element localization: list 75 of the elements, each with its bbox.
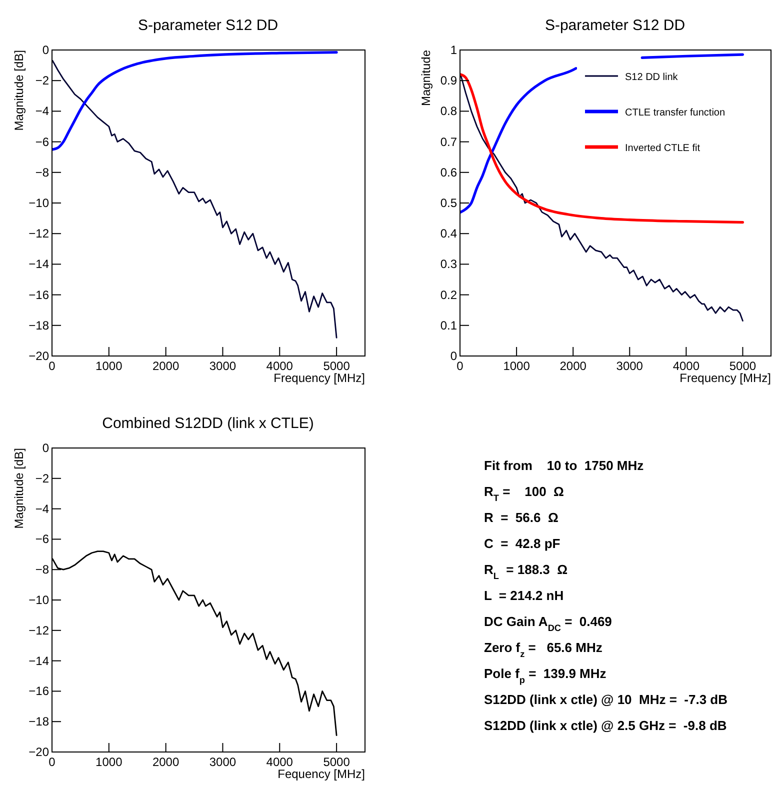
y-tick-label: −2 [35, 471, 50, 486]
text: Pole f$_{p}$ = 139.9 MHz [484, 666, 607, 685]
x-tick-label: 2000 [152, 359, 180, 373]
chart-title: Combined S12DD (link x CTLE) [102, 415, 314, 432]
y-tick-label: 0.3 [440, 257, 458, 272]
y-axis-title: Magnitude [419, 50, 433, 106]
y-tick-label: −16 [28, 288, 50, 302]
y-tick-label: 0.7 [440, 134, 458, 149]
x-tick-label: 1000 [96, 359, 123, 373]
y-tick-label: −8 [35, 562, 50, 577]
y-tick-label: −8 [35, 165, 50, 180]
x-tick-label: 2000 [560, 359, 587, 373]
text: S12DD (link x ctle) @ 10 MHz = -7.3 dB [484, 692, 728, 707]
y-tick-label: −20 [28, 349, 50, 363]
y-tick-label: −10 [28, 593, 50, 607]
y-tick-label: −6 [35, 134, 50, 149]
x-tick-label: 4000 [672, 359, 700, 373]
y-tick-label: −2 [35, 74, 50, 88]
y-tick-label: 0.1 [440, 318, 458, 332]
y-tick-label: 0 [42, 441, 50, 455]
text: R$_{T}$ = 100 Ω [484, 484, 564, 503]
text: S12DD (link x ctle) @ 2.5 GHz = -9.8 dB [484, 718, 727, 733]
y-tick-label: 0.6 [440, 165, 458, 180]
chart-title: S-parameter S12 DD [138, 17, 278, 34]
legend-label: S12 DD link [625, 72, 679, 83]
text: L = 214.2 nH [484, 588, 564, 603]
y-tick-label: 0 [450, 349, 458, 363]
chart-title: S-parameter S12 DD [544, 17, 686, 34]
y-tick-label: −14 [28, 654, 50, 668]
y-tick-label: −4 [35, 104, 50, 118]
x-tick-label: 5000 [323, 755, 350, 769]
y-tick-label: 0.5 [440, 196, 458, 210]
text: Zero f$_{z}$ = 65.6 MHz [484, 640, 603, 659]
x-tick-label: 5000 [323, 359, 350, 373]
x-axis-title: Fequency [MHz] [278, 767, 365, 781]
y-tick-label: −12 [28, 623, 50, 638]
y-tick-label: 0.8 [440, 104, 458, 118]
line-series [460, 73, 744, 224]
x-axis-title: Frequency [MHz] [680, 371, 771, 385]
line-series [460, 74, 744, 322]
y-tick-label: 0.2 [440, 288, 458, 302]
text: R$_{L}$ = 188.3 Ω [484, 562, 568, 581]
text: Fit from 10 to 1750 MHz [484, 458, 644, 473]
y-axis-title: Magnitude [dB] [12, 50, 26, 131]
y-tick-label: −18 [28, 318, 50, 332]
y-tick-label: −10 [28, 196, 50, 210]
y-tick-label: −18 [28, 714, 50, 729]
x-axis-title: Frequency [MHz] [274, 371, 365, 385]
text: R = 56.6 Ω [484, 510, 558, 525]
text: DC Gain A$_{DC}$ = 0.469 [484, 614, 612, 633]
y-tick-label: −14 [28, 257, 50, 272]
legend-label: Inverted CTLE fit [625, 143, 700, 154]
x-tick-label: 5000 [729, 359, 756, 373]
x-tick-label: 1000 [503, 359, 530, 373]
y-tick-label: −4 [35, 502, 50, 516]
line-series [52, 50, 338, 151]
y-tick-label: 0.4 [440, 226, 458, 241]
y-tick-label: −12 [28, 226, 50, 241]
y-tick-label: 0 [42, 43, 50, 57]
y-tick-label: 1 [450, 43, 458, 57]
x-tick-label: 4000 [266, 359, 294, 373]
x-tick-label: 3000 [209, 755, 236, 769]
y-tick-label: 0.9 [440, 74, 458, 88]
y-tick-label: −6 [35, 532, 50, 546]
x-tick-label: 4000 [266, 755, 294, 769]
legend-label: CTLE transfer function [625, 108, 726, 118]
x-tick-label: 2000 [152, 755, 180, 769]
x-tick-label: 3000 [209, 359, 236, 373]
y-tick-label: −16 [28, 684, 50, 698]
y-axis-title: Magnitude [dB] [12, 448, 26, 529]
line-series [52, 60, 338, 338]
text: C = 42.8 pF [484, 536, 560, 551]
y-tick-label: −20 [28, 745, 50, 759]
x-tick-label: 3000 [616, 359, 644, 373]
x-tick-label: 1000 [96, 755, 123, 769]
